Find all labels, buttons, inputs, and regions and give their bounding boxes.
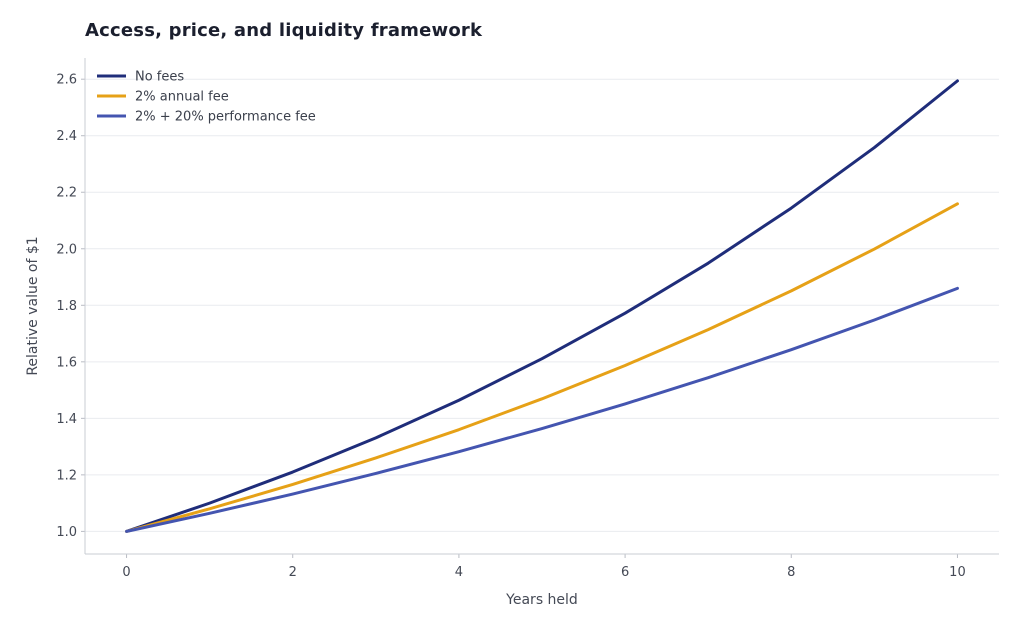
x-tick-label: 2 (289, 565, 297, 580)
series-line-1 (125, 79, 959, 533)
x-tick-label: 10 (949, 565, 966, 580)
y-tick-label: 1.8 (56, 299, 77, 314)
chart-title: Access, price, and liquidity framework (85, 20, 483, 41)
y-tick-label: 1.6 (56, 355, 77, 370)
x-tick-label: 0 (122, 565, 130, 580)
x-tick-label: 4 (455, 565, 463, 580)
legend-label: 2% + 20% performance fee (135, 110, 316, 125)
y-axis-label: Relative value of $1 (25, 236, 41, 375)
gridlines (85, 78, 999, 532)
y-tick-label: 1.0 (56, 525, 77, 540)
legend: No fees 2% annual fee 2% + 20% performance… (97, 70, 316, 125)
y-tick-label: 2.4 (56, 129, 77, 144)
y-tick-label: 2.0 (56, 242, 77, 257)
y-tick-label: 2.6 (56, 73, 77, 88)
x-tick-label: 6 (621, 565, 629, 580)
legend-label: No fees (135, 70, 184, 85)
y-tick-label: 2.2 (56, 186, 77, 201)
y-tick-label: 1.4 (56, 412, 77, 427)
tick-labels: 1.0 1.2 1.4 1.6 1.8 2.0 2.2 2.4 2.6 0 2 4 6 8 10 (56, 73, 965, 580)
series-line-2 (125, 202, 959, 533)
series-lines (125, 79, 959, 533)
x-tick-label: 8 (787, 565, 795, 580)
x-axis-label: Years held (505, 592, 578, 608)
y-tick-label: 1.2 (56, 468, 77, 483)
series-line-3 (125, 286, 959, 533)
axes (81, 58, 999, 558)
legend-label: 2% annual fee (135, 90, 229, 105)
